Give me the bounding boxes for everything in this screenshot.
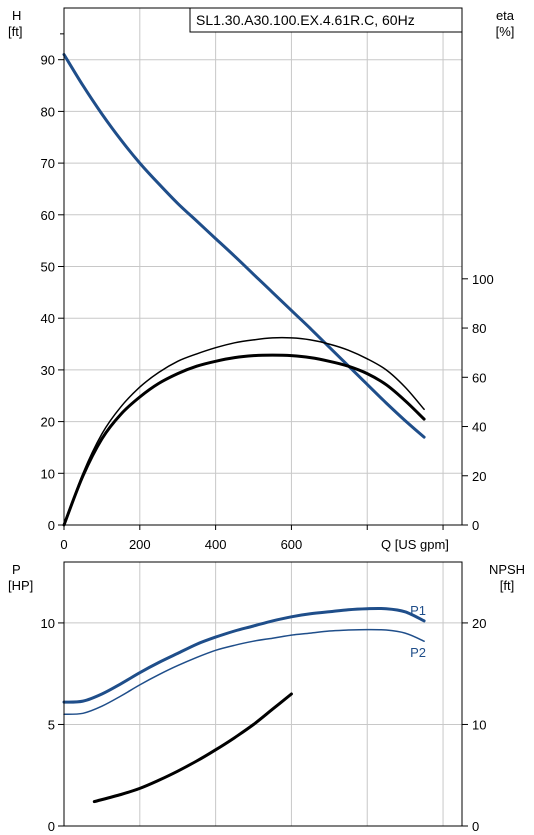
top-left-tick-label: 80 bbox=[41, 104, 55, 119]
top-right-tick-label: 0 bbox=[472, 518, 479, 533]
chart-title-box bbox=[189, 7, 463, 33]
bottom-chart-ticks: 0 5 10 0 10 20 bbox=[41, 616, 487, 834]
top-chart-ticks: 0 10 20 30 40 50 60 70 80 90 0 20 40 60 80 100 0 200 400 60… bbox=[41, 33, 494, 552]
top-left-tick-label: 40 bbox=[41, 311, 55, 326]
x-tick-label: 600 bbox=[281, 537, 303, 552]
x-axis-label: Q [US gpm] bbox=[381, 537, 449, 552]
bottom-left-axis-title-unit: [HP] bbox=[8, 578, 33, 593]
top-right-tick-label: 60 bbox=[472, 370, 486, 385]
top-left-tick-label: 50 bbox=[41, 260, 55, 275]
bottom-left-tick-label: 0 bbox=[48, 819, 55, 834]
top-chart-grid bbox=[63, 8, 462, 526]
bottom-right-tick-label: 10 bbox=[472, 717, 486, 732]
efficiency-curve-thick bbox=[62, 353, 426, 527]
top-left-tick-label: 70 bbox=[41, 156, 55, 171]
bottom-left-tick-label: 10 bbox=[41, 616, 55, 631]
series-label-p1: P1 bbox=[410, 603, 426, 618]
series-label-p2: P2 bbox=[410, 645, 426, 660]
chart-title: SL1.30.A30.100.EX.4.61R.C, 60Hz bbox=[196, 12, 415, 28]
bottom-chart-frame bbox=[63, 561, 463, 827]
x-tick-label: 400 bbox=[205, 537, 227, 552]
top-right-axis-title-unit: [%] bbox=[496, 24, 515, 39]
bottom-chart-series: P1 P2 bbox=[62, 603, 426, 804]
efficiency-curve-thin bbox=[63, 336, 425, 526]
top-left-tick-label: 90 bbox=[41, 53, 55, 68]
top-right-tick-label: 80 bbox=[472, 321, 486, 336]
bottom-left-tick-label: 5 bbox=[48, 717, 55, 732]
top-left-tick-label: 60 bbox=[41, 208, 55, 223]
bottom-right-tick-label: 20 bbox=[472, 616, 486, 631]
bottom-right-axis-title-unit: [ft] bbox=[500, 578, 514, 593]
top-left-tick-label: 0 bbox=[48, 518, 55, 533]
bottom-right-axis-title-symbol: NPSH bbox=[489, 562, 525, 577]
top-right-axis-title-symbol: eta bbox=[496, 8, 515, 23]
top-chart-series bbox=[62, 53, 426, 527]
top-right-tick-label: 20 bbox=[472, 469, 486, 484]
x-tick-label: 0 bbox=[60, 537, 67, 552]
top-left-tick-label: 20 bbox=[41, 415, 55, 430]
bottom-right-tick-label: 0 bbox=[472, 819, 479, 834]
top-left-axis-title-symbol: H bbox=[12, 8, 21, 23]
head-curve bbox=[62, 53, 426, 439]
power-p2-curve bbox=[63, 628, 425, 716]
bottom-left-axis-title-symbol: P bbox=[12, 562, 21, 577]
top-left-tick-label: 10 bbox=[41, 466, 55, 481]
top-right-tick-label: 100 bbox=[472, 272, 494, 287]
npsh-curve bbox=[92, 692, 293, 804]
x-tick-label: 200 bbox=[129, 537, 151, 552]
power-p1-curve bbox=[62, 606, 426, 704]
top-left-axis-title-unit: [ft] bbox=[8, 24, 22, 39]
top-right-tick-label: 40 bbox=[472, 420, 486, 435]
top-left-tick-label: 30 bbox=[41, 363, 55, 378]
